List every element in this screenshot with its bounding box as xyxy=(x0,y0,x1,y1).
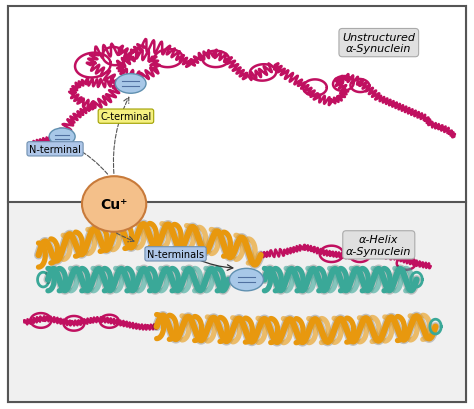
FancyBboxPatch shape xyxy=(8,7,466,402)
FancyBboxPatch shape xyxy=(8,5,466,202)
Text: Cu⁺: Cu⁺ xyxy=(100,198,128,211)
FancyBboxPatch shape xyxy=(8,202,466,402)
Circle shape xyxy=(82,177,146,232)
Text: α-Helix
α-Synuclein: α-Helix α-Synuclein xyxy=(346,234,411,256)
Ellipse shape xyxy=(49,129,75,146)
Text: N-terminals: N-terminals xyxy=(147,249,204,259)
Text: N-terminal: N-terminal xyxy=(29,144,81,155)
Text: Unstructured
α-Synuclein: Unstructured α-Synuclein xyxy=(342,33,415,54)
Text: C-terminal: C-terminal xyxy=(100,112,152,122)
Ellipse shape xyxy=(115,74,146,94)
Ellipse shape xyxy=(229,269,264,291)
